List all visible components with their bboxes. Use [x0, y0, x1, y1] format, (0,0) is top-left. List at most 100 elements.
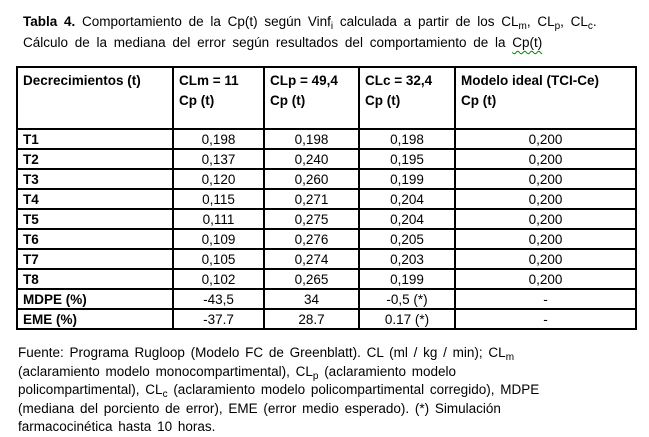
value-cell: 0,200	[454, 208, 637, 230]
row-label: T8	[16, 268, 174, 290]
header-line1: Decrecimientos (t)	[23, 73, 141, 88]
value-cell: 0,200	[454, 148, 637, 170]
value-cell: 0,198	[172, 128, 265, 150]
value-cell: 0,198	[358, 128, 456, 150]
row-label: T2	[16, 148, 174, 170]
header-line1: CLm = 11	[179, 73, 239, 88]
spellcheck-flagged-word: Cp(t)	[512, 35, 543, 50]
column-header-modelo-ideal: Modelo ideal (TCI-Ce) Cp (t)	[454, 66, 637, 130]
text-segment: Fuente: Programa Rugloop (Modelo FC de G…	[18, 345, 506, 360]
text-line: farmacocinética hasta 10 horas.	[18, 418, 635, 437]
value-cell: 0,265	[263, 268, 360, 290]
column-header-clc: CLc = 32,4 Cp (t)	[358, 66, 456, 130]
column-header-clm: CLm = 11 Cp (t)	[172, 66, 265, 130]
text-line: Fuente: Programa Rugloop (Modelo FC de G…	[18, 344, 635, 363]
header-line2: Cp (t)	[179, 93, 215, 108]
value-cell: 0,198	[263, 128, 360, 150]
row-label: T1	[16, 128, 174, 150]
value-cell: -	[454, 288, 637, 310]
subscript: p	[554, 21, 561, 32]
value-cell: 0,102	[172, 268, 265, 290]
header-line2: Cp (t)	[461, 93, 497, 108]
text-segment: (mediana del porciento de error), EME (e…	[18, 400, 501, 416]
text-line: (mediana del porciento de error), EME (e…	[18, 400, 635, 419]
table-row: T3 0,120 0,260 0,199 0,200	[16, 168, 637, 190]
value-cell: 0,111	[172, 208, 265, 230]
text-segment: calculada a partir de los CL	[333, 14, 519, 29]
value-cell: 0,200	[454, 168, 637, 190]
value-cell: -37.7	[172, 308, 265, 330]
subscript: c	[587, 21, 593, 32]
value-cell: 0,120	[172, 168, 265, 190]
value-cell: 0,240	[263, 148, 360, 170]
row-label: MDPE (%)	[16, 288, 174, 310]
value-cell: 0,204	[358, 188, 456, 210]
text-segment: Cálculo de la mediana del error según re…	[23, 35, 513, 50]
value-cell: -0,5 (*)	[358, 288, 456, 310]
row-label: T3	[16, 168, 174, 190]
text-segment: Tabla 4.	[23, 14, 76, 29]
results-table: Decrecimientos (t) CLm = 11 Cp (t) CLp =…	[16, 66, 637, 330]
value-cell: -	[454, 308, 637, 330]
value-cell: -43,5	[172, 288, 265, 310]
value-cell: 0,200	[454, 248, 637, 270]
header-line2: Cp (t)	[270, 93, 306, 108]
row-label: T4	[16, 188, 174, 210]
subscript: p	[312, 370, 319, 382]
row-label: EME (%)	[16, 308, 174, 330]
text-line: (aclaramiento modelo monocompartimental)…	[18, 363, 635, 382]
value-cell: 0,275	[263, 208, 360, 230]
table-source-note: Fuente: Programa Rugloop (Modelo FC de G…	[18, 344, 635, 437]
value-cell: 0,199	[358, 268, 456, 290]
column-header-clp: CLp = 49,4 Cp (t)	[263, 66, 360, 130]
text-segment: (aclaramiento modelo	[318, 363, 457, 379]
table-caption: Tabla 4. Comportamiento de la Cp(t) segú…	[23, 11, 635, 53]
header-line1: Modelo ideal (TCI-Ce)	[461, 73, 599, 88]
value-cell: 0,195	[358, 148, 456, 170]
value-cell: 0,199	[358, 168, 456, 190]
value-cell: 0,276	[263, 228, 360, 250]
value-cell: 0,200	[454, 128, 637, 150]
value-cell: 0,109	[172, 228, 265, 250]
value-cell: 0,274	[263, 248, 360, 270]
value-cell: 0,200	[454, 268, 637, 290]
text-line: policompartimental), CLc (aclaramiento m…	[18, 381, 635, 400]
table-row: T4 0,115 0,271 0,204 0,200	[16, 188, 637, 210]
value-cell: 0,203	[358, 248, 456, 270]
subscript: c	[162, 389, 168, 401]
value-cell: 0,205	[358, 228, 456, 250]
text-segment: (aclaramiento modelo policompartimental …	[167, 382, 540, 398]
table-header: Decrecimientos (t) CLm = 11 Cp (t) CLp =…	[16, 66, 637, 130]
value-cell: 0,260	[263, 168, 360, 190]
text-segment: Comportamiento de la Cp(t) según Vinf	[75, 14, 331, 29]
value-cell: 0.17 (*)	[358, 308, 456, 330]
header-line1: CLc = 32,4	[365, 73, 433, 88]
row-label: T5	[16, 208, 174, 230]
text-segment: policompartimental), CL	[18, 382, 163, 398]
subscript: m	[505, 352, 515, 363]
table-row: MDPE (%) -43,5 34 -0,5 (*) -	[16, 288, 637, 310]
text-segment: farmacocinética hasta 10 horas.	[18, 419, 216, 435]
table-row: T6 0,109 0,276 0,205 0,200	[16, 228, 637, 250]
table-body: T1 0,198 0,198 0,198 0,200 T2 0,137 0,24…	[16, 128, 637, 330]
table-row: EME (%) -37.7 28.7 0.17 (*) -	[16, 308, 637, 330]
row-label: T6	[16, 228, 174, 250]
value-cell: 0,200	[454, 188, 637, 210]
value-cell: 0,271	[263, 188, 360, 210]
table-row: T5 0,111 0,275 0,204 0,200	[16, 208, 637, 230]
table-row: T8 0,102 0,265 0,199 0,200	[16, 268, 637, 290]
header-line2: Cp (t)	[365, 93, 401, 108]
subscript: i	[330, 21, 334, 32]
text-line: Cálculo de la mediana del error según re…	[23, 32, 635, 53]
value-cell: 28.7	[263, 308, 360, 330]
value-cell: 0,115	[172, 188, 265, 210]
header-line1: CLp = 49,4	[270, 73, 338, 88]
column-header-decrecimientos: Decrecimientos (t)	[16, 66, 174, 130]
header-row: Decrecimientos (t) CLm = 11 Cp (t) CLp =…	[16, 66, 637, 130]
table-row: T2 0,137 0,240 0,195 0,200	[16, 148, 637, 170]
subscript: m	[518, 21, 527, 32]
table-row: T1 0,198 0,198 0,198 0,200	[16, 128, 637, 150]
text-segment: (aclaramiento modelo monocompartimental)…	[18, 363, 313, 379]
value-cell: 0,137	[172, 148, 265, 170]
